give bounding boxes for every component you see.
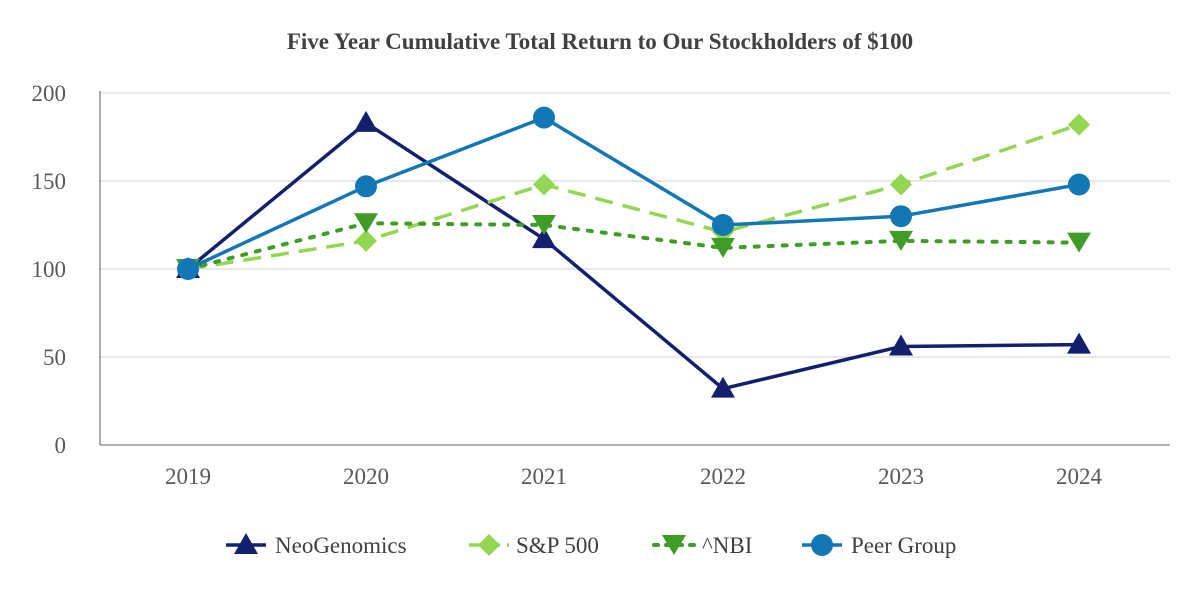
grid-layer [100, 92, 1170, 358]
x-tick-label: 2019 [165, 464, 211, 489]
legend: NeoGenomics S&P 500 ^NBI Peer Group [226, 533, 956, 558]
data-point-2024 [1067, 332, 1091, 354]
x-tick-label: 2023 [878, 464, 924, 489]
data-point-2023 [889, 230, 913, 251]
y-tick-label: 100 [32, 257, 67, 282]
series-peer-group [177, 106, 1090, 280]
chart-title: Five Year Cumulative Total Return to Our… [287, 29, 913, 54]
data-point-2022 [712, 214, 734, 236]
series-line [187, 115, 1080, 271]
data-point-2024 [1068, 113, 1090, 136]
data-point-2019 [177, 258, 199, 280]
y-tick-label: 200 [32, 81, 67, 106]
series-line [186, 121, 1080, 391]
data-point-2020 [354, 110, 378, 132]
legend-marker [811, 534, 833, 556]
data-point-2023 [889, 334, 913, 356]
data-point-2021 [532, 215, 556, 235]
data-point-2023 [890, 173, 912, 196]
data-point-2020 [355, 229, 377, 252]
x-tick-label: 2024 [1056, 464, 1103, 489]
series-s-p-500 [177, 113, 1090, 280]
x-tick-label: 2021 [521, 464, 567, 489]
data-point-2021 [533, 106, 555, 129]
legend-marker [478, 534, 500, 556]
legend-item-neogenomics: NeoGenomics [226, 533, 407, 558]
legend-item-s-p-500: S&P 500 [469, 533, 599, 558]
legend-marker [662, 535, 686, 555]
legend-label: ^NBI [702, 533, 752, 558]
series-line [186, 221, 1081, 271]
legend-label: NeoGenomics [275, 533, 407, 558]
series-neogenomics [176, 110, 1091, 398]
legend-marker [234, 533, 258, 554]
legend-label: S&P 500 [516, 533, 599, 558]
series-layer [176, 106, 1091, 398]
legend-label: Peer Group [851, 533, 956, 558]
data-point-2023 [890, 205, 912, 228]
data-point-2022 [711, 237, 735, 258]
x-tick-label: 2020 [343, 464, 389, 489]
data-point-2021 [533, 173, 555, 196]
legend-item-peer-group: Peer Group [802, 533, 956, 558]
x-tick-label: 2022 [700, 464, 746, 489]
axes-layer: 0 50 100 150 200 2019 2020 2021 2022 2023 2024 [32, 81, 1170, 489]
y-tick-label: 150 [32, 169, 67, 194]
data-point-2020 [355, 175, 377, 198]
y-tick-label: 0 [55, 433, 67, 458]
data-point-2020 [354, 213, 378, 234]
legend-item--nbi: ^NBI [652, 533, 752, 558]
y-tick-label: 50 [43, 345, 66, 370]
data-point-2021 [532, 227, 556, 249]
series-line [187, 123, 1080, 271]
data-point-2022 [711, 376, 735, 398]
data-point-2024 [1068, 173, 1090, 196]
data-point-2024 [1067, 232, 1091, 253]
